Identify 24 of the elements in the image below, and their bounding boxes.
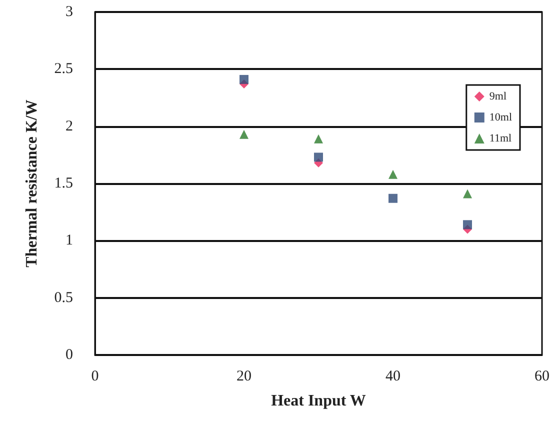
point: [388, 170, 398, 179]
point: [240, 74, 248, 84]
x-tick-label: 40: [386, 368, 400, 384]
point: [314, 152, 323, 162]
y-tick-label: 1: [66, 232, 73, 249]
y-tick-label: 0: [66, 347, 73, 363]
x-tick-label: 0: [91, 368, 99, 384]
y-tick-label: 1.5: [54, 176, 73, 192]
point: [388, 194, 398, 203]
y-tick-label: 3: [66, 4, 73, 20]
x-tick-label: 60: [534, 368, 550, 384]
x-tick-label: 20: [236, 368, 252, 384]
x-axis-title: Heat Input W: [271, 392, 366, 410]
point: [240, 130, 248, 139]
y-tick-label: 2.5: [54, 61, 73, 78]
y-axis-title: Thermal resistance K/W: [24, 100, 40, 268]
y-tick-label: 2: [66, 118, 73, 134]
legend-label: 9ml: [489, 90, 507, 102]
legend-label: 10ml: [489, 112, 512, 124]
y-tick-label: 0.5: [54, 290, 73, 306]
point: [314, 134, 323, 144]
point: [463, 220, 472, 230]
legend-label: 11ml: [489, 132, 512, 144]
point: [463, 189, 472, 198]
